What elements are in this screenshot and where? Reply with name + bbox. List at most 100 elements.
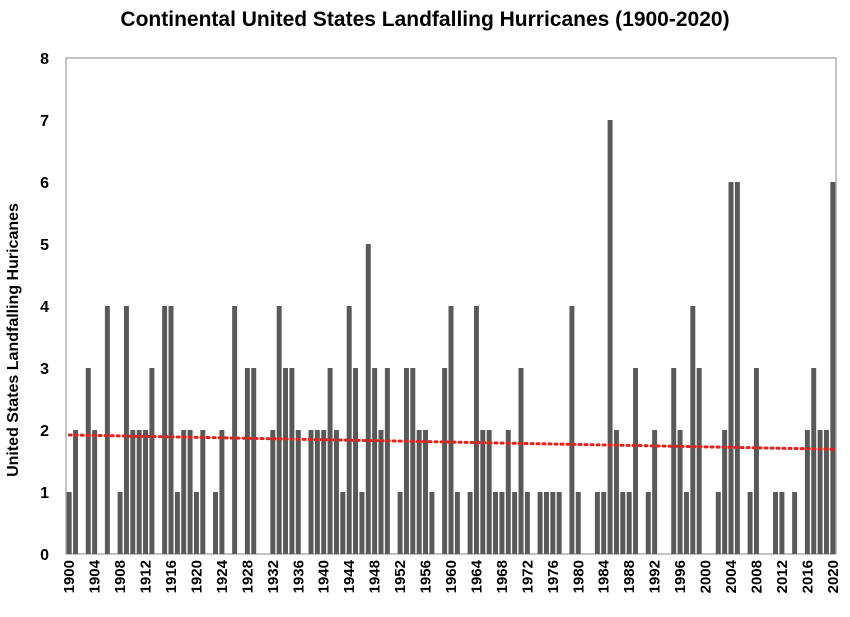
bar-1944: [346, 306, 352, 554]
bar-1923: [213, 492, 219, 554]
y-tick-label-7: 7: [40, 113, 49, 130]
bar-1936: [295, 430, 301, 554]
x-tick-label-1940: 1940: [316, 560, 333, 593]
bar-1977: [556, 492, 562, 554]
bar-1986: [613, 430, 619, 554]
bar-1904: [92, 430, 98, 554]
bar-1967: [493, 492, 499, 554]
bar-1913: [149, 368, 155, 554]
y-tick-label-6: 6: [40, 175, 49, 192]
bar-1928: [244, 368, 250, 554]
x-tick-label-1928: 1928: [239, 560, 256, 593]
bar-1953: [403, 368, 409, 554]
bar-1956: [423, 430, 429, 554]
bar-2002: [715, 492, 721, 554]
x-tick-label-1912: 1912: [138, 560, 155, 593]
bar-1949: [378, 430, 384, 554]
bar-2005: [734, 182, 740, 554]
bar-1983: [594, 492, 600, 554]
bar-1947: [365, 244, 371, 554]
x-tick-label-1948: 1948: [367, 560, 384, 593]
bar-1941: [327, 368, 333, 554]
bar-1984: [601, 492, 607, 554]
bar-1960: [448, 306, 454, 554]
bar-1938: [308, 430, 314, 554]
bar-1988: [626, 492, 632, 554]
bar-1906: [104, 306, 110, 554]
bar-1991: [645, 492, 651, 554]
y-tick-label-8: 8: [40, 51, 49, 68]
bar-1995: [671, 368, 677, 554]
x-tick-label-1908: 1908: [112, 560, 129, 593]
x-tick-label-1972: 1972: [519, 560, 536, 593]
bar-1952: [397, 492, 403, 554]
x-tick-label-1968: 1968: [494, 560, 511, 593]
bar-2018: [817, 430, 823, 554]
bar-1998: [690, 306, 696, 554]
bar-1996: [677, 430, 683, 554]
y-tick-label-1: 1: [40, 485, 49, 502]
bar-1997: [683, 492, 689, 554]
y-tick-label-2: 2: [40, 423, 49, 440]
bar-1908: [117, 492, 123, 554]
x-tick-label-1924: 1924: [214, 559, 231, 593]
x-tick-label-1932: 1932: [265, 560, 282, 593]
bar-1971: [518, 368, 524, 554]
x-tick-label-2012: 2012: [774, 560, 791, 593]
bar-1911: [136, 430, 142, 554]
bar-1903: [85, 368, 91, 554]
chart-title: Continental United States Landfalling Hu…: [120, 8, 730, 31]
bar-1943: [340, 492, 346, 554]
bar-2020: [830, 182, 836, 554]
bar-1966: [486, 430, 492, 554]
x-tick-label-1980: 1980: [570, 560, 587, 593]
bar-1989: [633, 368, 639, 554]
bar-1999: [696, 368, 702, 554]
bar-1916: [168, 306, 174, 554]
bar-1901: [73, 430, 79, 554]
x-tick-label-1904: 1904: [87, 559, 104, 593]
bar-1975: [543, 492, 549, 554]
x-tick-label-1996: 1996: [672, 560, 689, 593]
y-tick-label-3: 3: [40, 361, 49, 378]
x-tick-label-2000: 2000: [698, 560, 715, 593]
x-tick-label-1988: 1988: [621, 560, 638, 593]
bar-1968: [499, 492, 505, 554]
bar-1917: [174, 492, 180, 554]
x-tick-label-2020: 2020: [825, 560, 842, 593]
x-tick-label-1956: 1956: [418, 560, 435, 593]
bar-1969: [505, 430, 511, 554]
bar-1957: [429, 492, 435, 554]
bar-1921: [200, 430, 206, 554]
y-tick-label-4: 4: [40, 299, 49, 316]
bar-1948: [372, 368, 378, 554]
x-axis-ticks: 1900 1904 1908 1912 1916 1920 1924 1928 1932 1936…: [61, 559, 842, 593]
bar-1900: [66, 492, 72, 554]
bar-1974: [537, 492, 543, 554]
bar-2003: [722, 430, 728, 554]
x-tick-label-1936: 1936: [290, 560, 307, 593]
bar-1964: [473, 306, 479, 554]
bar-1942: [333, 430, 339, 554]
bar-series: [66, 120, 836, 554]
bar-2017: [811, 368, 817, 554]
bar-1970: [512, 492, 518, 554]
bar-2004: [728, 182, 734, 554]
bar-1963: [467, 492, 473, 554]
bar-1940: [321, 430, 327, 554]
bar-1979: [569, 306, 575, 554]
bar-2019: [823, 430, 829, 554]
y-axis-ticks: 0 1 2 3 4 5 6 7 8: [40, 51, 49, 564]
x-tick-label-2004: 2004: [723, 559, 740, 593]
x-tick-label-1944: 1944: [341, 559, 358, 593]
bar-1961: [454, 492, 460, 554]
bar-2014: [792, 492, 798, 554]
bar-1972: [524, 492, 530, 554]
bar-2008: [753, 368, 759, 554]
x-tick-label-1984: 1984: [596, 559, 613, 593]
x-tick-label-1900: 1900: [61, 560, 78, 593]
bar-1992: [652, 430, 658, 554]
bar-1987: [620, 492, 626, 554]
trendline: [67, 433, 835, 451]
